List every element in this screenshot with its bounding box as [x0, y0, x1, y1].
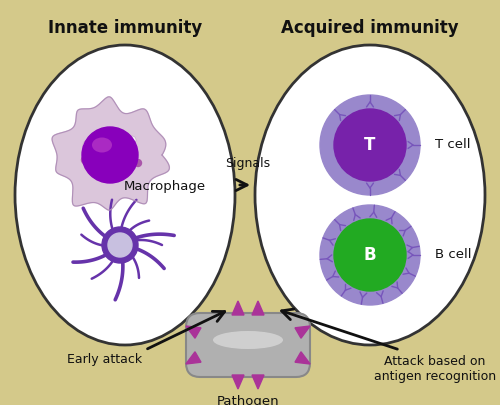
Circle shape — [115, 138, 125, 148]
Circle shape — [128, 136, 136, 144]
Polygon shape — [52, 97, 170, 210]
Circle shape — [108, 233, 132, 257]
Polygon shape — [232, 301, 244, 315]
Polygon shape — [295, 352, 310, 364]
Ellipse shape — [15, 45, 235, 345]
Text: Attack based on
antigen recognition: Attack based on antigen recognition — [374, 355, 496, 383]
Circle shape — [134, 160, 141, 166]
FancyBboxPatch shape — [186, 313, 310, 377]
Circle shape — [123, 155, 133, 165]
Circle shape — [320, 95, 420, 195]
Text: Early attack: Early attack — [68, 353, 142, 366]
Text: Acquired immunity: Acquired immunity — [281, 19, 459, 37]
Circle shape — [86, 144, 98, 156]
Circle shape — [83, 140, 93, 150]
Ellipse shape — [92, 138, 112, 153]
Ellipse shape — [255, 45, 485, 345]
Circle shape — [114, 171, 122, 179]
Polygon shape — [186, 326, 201, 338]
Circle shape — [334, 109, 406, 181]
Polygon shape — [295, 326, 310, 338]
Circle shape — [82, 156, 88, 164]
Circle shape — [94, 166, 102, 174]
Circle shape — [82, 127, 138, 183]
Text: Signals: Signals — [225, 157, 270, 170]
Circle shape — [320, 205, 420, 305]
Polygon shape — [252, 301, 264, 315]
Text: Innate immunity: Innate immunity — [48, 19, 202, 37]
Circle shape — [334, 219, 406, 291]
Text: Macrophage: Macrophage — [124, 180, 206, 193]
Text: B cell: B cell — [435, 249, 472, 262]
Text: B: B — [364, 246, 376, 264]
Polygon shape — [186, 352, 201, 364]
Circle shape — [98, 158, 112, 172]
Circle shape — [112, 132, 118, 139]
Text: T: T — [364, 136, 376, 154]
Polygon shape — [232, 375, 244, 389]
Text: T cell: T cell — [435, 139, 470, 151]
Ellipse shape — [213, 331, 283, 349]
Circle shape — [102, 227, 138, 263]
Text: Pathogen: Pathogen — [216, 395, 280, 405]
Polygon shape — [252, 375, 264, 389]
